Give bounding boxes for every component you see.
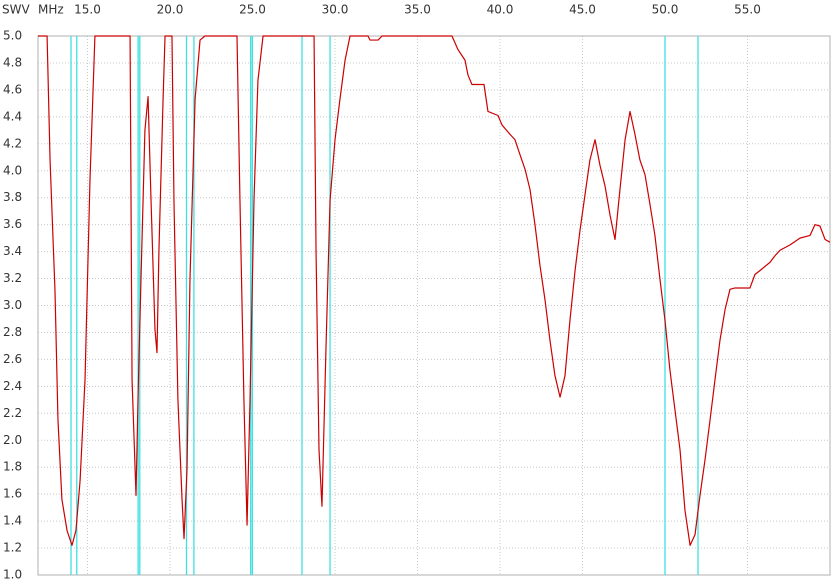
y-tick-label: 2.2 xyxy=(3,406,22,420)
y-tick-label: 2.8 xyxy=(3,325,22,339)
x-tick-label: 25.0 xyxy=(239,3,266,17)
x-tick-label: 20.0 xyxy=(157,3,184,17)
y-tick-label: 5.0 xyxy=(3,29,22,43)
y-tick-label: 4.8 xyxy=(3,55,22,69)
x-tick-label: 55.0 xyxy=(734,3,761,17)
y-tick-label: 1.6 xyxy=(3,487,22,501)
x-tick-label: 50.0 xyxy=(652,3,679,17)
y-tick-label: 2.0 xyxy=(3,433,22,447)
y-tick-label: 3.8 xyxy=(3,190,22,204)
x-tick-label: 35.0 xyxy=(404,3,431,17)
y-tick-label: 4.4 xyxy=(3,109,22,123)
x-tick-label: 40.0 xyxy=(487,3,514,17)
x-axis-label: MHz xyxy=(38,3,64,17)
y-tick-label: 4.0 xyxy=(3,163,22,177)
y-tick-label: 3.6 xyxy=(3,217,22,231)
y-tick-label: 4.6 xyxy=(3,82,22,96)
y-tick-label: 3.2 xyxy=(3,271,22,285)
y-tick-label: 2.4 xyxy=(3,379,22,393)
x-tick-label: 45.0 xyxy=(569,3,596,17)
y-tick-label: 1.2 xyxy=(3,541,22,555)
y-tick-label: 1.0 xyxy=(3,568,22,582)
y-tick-label: 2.6 xyxy=(3,352,22,366)
x-tick-label: 15.0 xyxy=(74,3,101,17)
y-tick-label: 1.8 xyxy=(3,460,22,474)
y-axis-label: SWV xyxy=(2,3,30,17)
swr-line xyxy=(38,35,831,546)
y-tick-label: 3.4 xyxy=(3,244,22,258)
y-tick-label: 1.4 xyxy=(3,514,22,528)
x-tick-label: 30.0 xyxy=(322,3,349,17)
y-tick-label: 3.0 xyxy=(3,298,22,312)
y-tick-label: 4.2 xyxy=(3,136,22,150)
